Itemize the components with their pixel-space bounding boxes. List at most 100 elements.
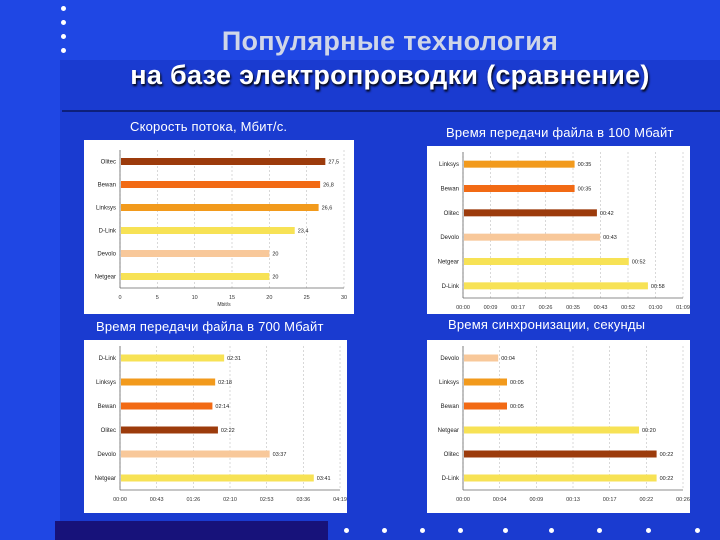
category-label: Olitec <box>101 428 116 434</box>
tick-label: 00:43 <box>150 497 164 503</box>
bar <box>464 160 575 168</box>
value-label: 00:42 <box>600 211 614 217</box>
tick-label: 03:36 <box>296 497 310 503</box>
tick-label: 01:00 <box>649 305 663 311</box>
bar <box>121 158 326 165</box>
tick-label: 04:19 <box>333 497 347 503</box>
tick-label: 00:35 <box>566 305 580 311</box>
left-band <box>0 60 60 540</box>
value-label: 03:41 <box>317 476 331 482</box>
value-label: 00:58 <box>651 284 665 290</box>
x-axis-label: Mbit/s <box>217 302 231 308</box>
bar <box>464 378 507 386</box>
chart-throughput: 0 5 10 15 20 25 30 Mbit/s Olitec 27,5 Bewan 26,8 Lin… <box>84 140 354 314</box>
category-label: Netgear <box>438 428 459 434</box>
value-label: 00:22 <box>660 452 674 458</box>
value-label: 02:31 <box>227 356 241 362</box>
tick-label: 00:09 <box>484 305 498 311</box>
tick-label: 00:00 <box>113 497 127 503</box>
category-label: Linksys <box>439 380 459 386</box>
tick-label: 10 <box>192 295 198 301</box>
category-label: Olitec <box>444 452 459 458</box>
category-label: D-Link <box>442 284 460 290</box>
category-label: Linksys <box>439 162 459 168</box>
tick-label: 02:10 <box>223 497 237 503</box>
tick-label: 01:09 <box>676 305 690 311</box>
decorative-dots-bottom <box>0 528 720 538</box>
tick-label: 15 <box>229 295 235 301</box>
caption-throughput: Скорость потока, Мбит/с. <box>130 119 288 134</box>
bar <box>464 426 639 434</box>
bar <box>121 227 295 234</box>
bar <box>464 474 657 482</box>
tick-label: 00:17 <box>511 305 525 311</box>
bar <box>121 450 270 458</box>
chart-svg: 00:00 00:09 00:17 00:26 00:35 00:43 00:52 01:00… <box>438 152 690 311</box>
tick-label: 02:53 <box>260 497 274 503</box>
bar <box>121 474 314 482</box>
category-label: Devolo <box>97 452 116 458</box>
tick-label: 20 <box>266 295 272 301</box>
tick-label: 5 <box>156 295 159 301</box>
bar <box>464 282 648 290</box>
value-label: 00:05 <box>510 404 524 410</box>
category-label: Bewan <box>98 183 116 189</box>
category-label: Devolo <box>440 356 459 362</box>
tick-label: 00:43 <box>594 305 608 311</box>
value-label: 00:20 <box>642 428 656 434</box>
tick-label: 0 <box>118 295 121 301</box>
tick-label: 00:00 <box>456 305 470 311</box>
tick-label: 00:52 <box>621 305 635 311</box>
bar <box>121 204 319 211</box>
value-label: 26,8 <box>323 183 334 189</box>
value-label: 26,6 <box>322 206 333 212</box>
value-label: 00:05 <box>510 380 524 386</box>
category-label: D-Link <box>442 476 460 482</box>
chart-sync-time: 00:00 00:04 00:09 00:13 00:17 00:22 00:26 Devol… <box>427 340 690 513</box>
title-line-2: на базе электропроводки (сравнение) <box>130 60 650 90</box>
tick-label: 30 <box>341 295 347 301</box>
bar <box>121 250 270 257</box>
tick-label: 01:26 <box>186 497 200 503</box>
caption-100mb: Время передачи файла в 100 Мбайт <box>446 125 674 140</box>
tick-label: 00:26 <box>539 305 553 311</box>
chart-file-700mb: 00:00 00:43 01:26 02:10 02:53 03:36 04:19 D-Lin… <box>84 340 347 513</box>
category-label: Netgear <box>95 476 116 482</box>
title-line-1: Популярные технология <box>221 26 559 56</box>
bar <box>464 402 507 410</box>
value-label: 00:22 <box>660 476 674 482</box>
bar <box>464 258 629 265</box>
value-label: 27,5 <box>328 160 339 166</box>
bar <box>464 233 601 241</box>
tick-label: 00:09 <box>529 497 543 503</box>
category-label: Bewan <box>98 404 116 410</box>
tick-label: 00:17 <box>603 497 617 503</box>
tick-label: 00:22 <box>639 497 653 503</box>
header-band <box>0 0 720 60</box>
value-label: 00:35 <box>578 162 592 168</box>
tick-label: 25 <box>304 295 310 301</box>
chart-svg: 00:00 00:43 01:26 02:10 02:53 03:36 04:19 D-Lin… <box>95 346 347 503</box>
bar <box>464 354 499 362</box>
category-label: Netgear <box>438 260 459 266</box>
category-label: Netgear <box>95 275 116 281</box>
value-label: 20 <box>272 275 278 281</box>
value-label: 02:18 <box>218 380 232 386</box>
slide-title: Популярные технология на базе электропро… <box>60 24 720 92</box>
value-label: 00:35 <box>578 187 592 193</box>
value-label: 02:14 <box>215 404 229 410</box>
value-label: 20 <box>272 252 278 258</box>
bar <box>121 378 216 386</box>
value-label: 00:52 <box>632 260 646 266</box>
tick-label: 00:26 <box>676 497 690 503</box>
tick-label: 00:00 <box>456 497 470 503</box>
bar <box>121 181 321 188</box>
category-label: Linksys <box>96 206 116 212</box>
value-label: 03:37 <box>273 452 287 458</box>
tick-label: 00:04 <box>493 497 507 503</box>
value-label: 02:22 <box>221 428 235 434</box>
bar <box>121 273 270 280</box>
bar <box>464 450 657 458</box>
tick-label: 00:13 <box>566 497 580 503</box>
chart-svg: 0 5 10 15 20 25 30 Mbit/s Olitec 27,5 Bewan 26,8 Lin… <box>95 150 347 308</box>
